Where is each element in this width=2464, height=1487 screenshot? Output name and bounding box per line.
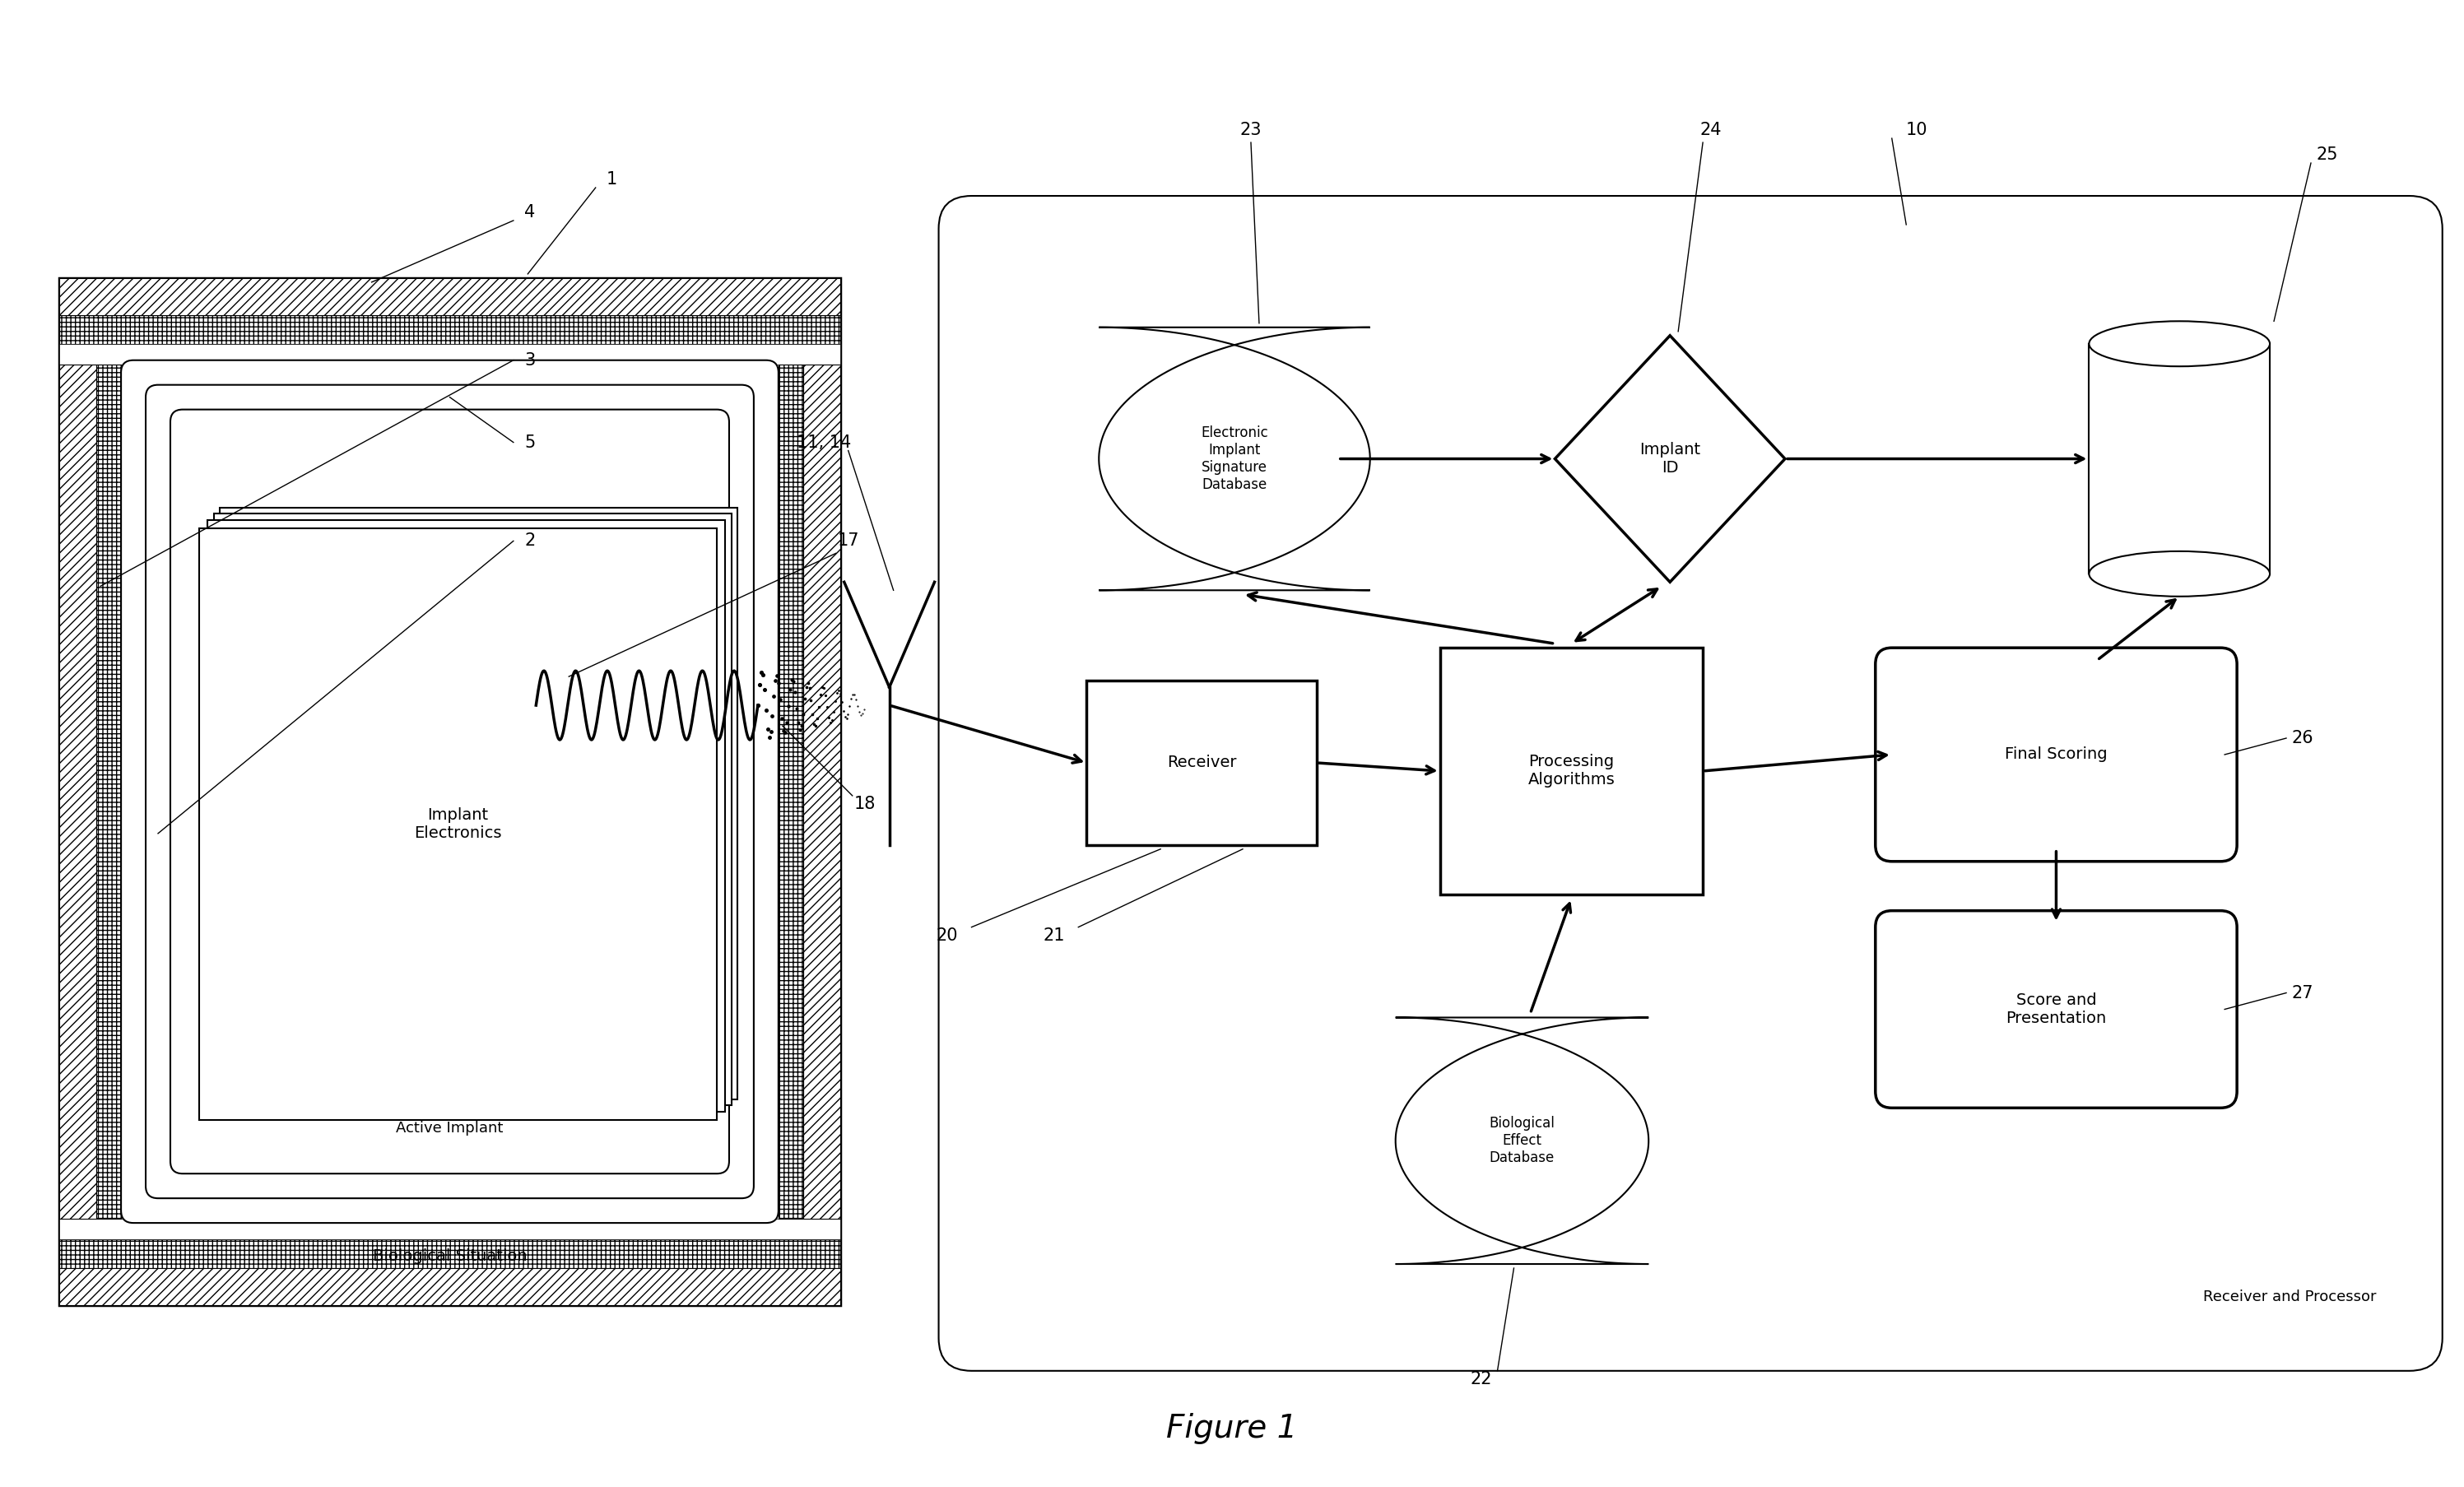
Bar xyxy=(59,278,840,1306)
Ellipse shape xyxy=(2089,552,2269,596)
Text: 25: 25 xyxy=(2316,147,2338,164)
Text: 24: 24 xyxy=(1700,122,1722,138)
FancyBboxPatch shape xyxy=(939,196,2442,1371)
Bar xyxy=(96,364,121,1219)
Polygon shape xyxy=(1099,327,1370,590)
Bar xyxy=(200,529,717,1120)
Bar xyxy=(779,364,803,1219)
Bar xyxy=(219,509,737,1100)
FancyBboxPatch shape xyxy=(121,360,779,1222)
Text: 26: 26 xyxy=(2292,730,2314,746)
Bar xyxy=(1087,681,1316,845)
FancyBboxPatch shape xyxy=(170,409,729,1173)
Ellipse shape xyxy=(2089,321,2269,366)
Bar xyxy=(214,515,732,1105)
Text: Figure 1: Figure 1 xyxy=(1165,1413,1299,1444)
Bar xyxy=(59,315,840,343)
Text: 10: 10 xyxy=(1905,122,1927,138)
Bar xyxy=(803,364,840,1219)
Text: 11, 14: 11, 14 xyxy=(796,434,850,451)
Text: 22: 22 xyxy=(1471,1371,1491,1387)
FancyBboxPatch shape xyxy=(1875,910,2237,1108)
Text: Active Implant: Active Implant xyxy=(397,1121,503,1136)
FancyBboxPatch shape xyxy=(145,385,754,1199)
FancyBboxPatch shape xyxy=(1875,648,2237,861)
Text: Biological
Effect
Database: Biological Effect Database xyxy=(1488,1117,1555,1166)
Text: 27: 27 xyxy=(2292,984,2314,1001)
Text: 21: 21 xyxy=(1042,926,1064,944)
Text: 20: 20 xyxy=(936,926,958,944)
Text: 4: 4 xyxy=(525,204,535,220)
Bar xyxy=(59,1219,840,1239)
Polygon shape xyxy=(1555,336,1784,581)
Text: 17: 17 xyxy=(838,532,860,549)
Text: Electronic
Implant
Signature
Database: Electronic Implant Signature Database xyxy=(1200,425,1269,492)
Bar xyxy=(1439,648,1703,894)
Bar xyxy=(59,364,96,1219)
Text: Biological Situation: Biological Situation xyxy=(372,1248,527,1264)
Text: Implant
Electronics: Implant Electronics xyxy=(414,807,503,842)
Text: Final Scoring: Final Scoring xyxy=(2006,746,2107,763)
Text: 2: 2 xyxy=(525,532,535,549)
Polygon shape xyxy=(1395,1017,1648,1264)
Bar xyxy=(207,520,724,1112)
Bar xyxy=(59,278,840,315)
Text: 23: 23 xyxy=(1239,122,1262,138)
Text: 3: 3 xyxy=(525,352,535,369)
Text: Processing
Algorithms: Processing Algorithms xyxy=(1528,754,1614,788)
Bar xyxy=(2089,343,2269,574)
Text: 1: 1 xyxy=(606,171,618,187)
Text: Implant
ID: Implant ID xyxy=(1639,442,1700,476)
Text: Receiver and Processor: Receiver and Processor xyxy=(2203,1289,2378,1304)
Text: Score and
Presentation: Score and Presentation xyxy=(2006,992,2107,1026)
Text: Receiver: Receiver xyxy=(1168,755,1237,770)
Text: 18: 18 xyxy=(855,796,875,812)
Text: 5: 5 xyxy=(525,434,535,451)
Bar xyxy=(59,1268,840,1306)
Bar xyxy=(59,343,840,364)
Bar xyxy=(59,1239,840,1268)
